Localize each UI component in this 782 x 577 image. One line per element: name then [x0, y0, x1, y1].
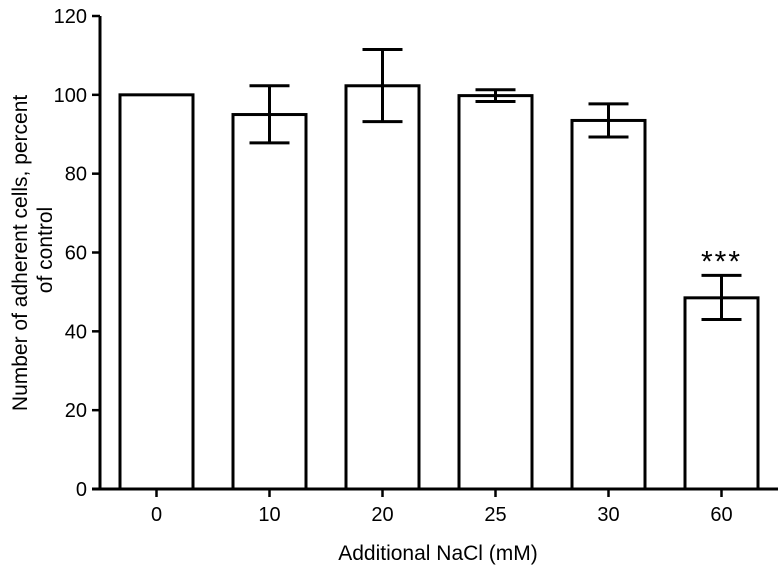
- labels-layer: 0 10 20 25 30 60 *** 0 20 40 60 80 100 120: [54, 6, 742, 526]
- bars-layer: [118, 84, 760, 491]
- axes-layer: [92, 14, 778, 497]
- bar-0: [118, 93, 195, 491]
- x-tick-label-30: 30: [597, 504, 619, 526]
- y-tick-label-0: 0: [76, 479, 87, 501]
- y-axis-title: Number of adherent cells, percent of con…: [9, 89, 57, 411]
- y-tick-label-120: 120: [54, 6, 87, 28]
- bar-60: [683, 296, 760, 491]
- y-axis-title-line-2: of control: [34, 207, 57, 293]
- y-tick-label-80: 80: [65, 164, 87, 186]
- x-axis-title: Additional NaCl (mM): [338, 542, 538, 565]
- x-tick-label-0: 0: [151, 504, 162, 526]
- bar-30: [570, 118, 647, 491]
- y-tick-label-60: 60: [65, 243, 87, 265]
- y-axis-title-line-1: Number of adherent cells, percent: [9, 95, 32, 411]
- x-tick-label-20: 20: [371, 504, 393, 526]
- significance-annotation-60: ***: [701, 245, 742, 278]
- x-tick-label-60: 60: [710, 504, 732, 526]
- bar-10: [231, 113, 308, 491]
- bar-20: [344, 84, 421, 491]
- y-tick-label-100: 100: [54, 85, 87, 107]
- y-tick-label-40: 40: [65, 321, 87, 343]
- bar-25: [457, 94, 534, 491]
- y-tick-label-20: 20: [65, 400, 87, 422]
- error-bars-layer: [249, 48, 742, 322]
- x-tick-label-10: 10: [258, 504, 280, 526]
- x-tick-label-25: 25: [484, 504, 506, 526]
